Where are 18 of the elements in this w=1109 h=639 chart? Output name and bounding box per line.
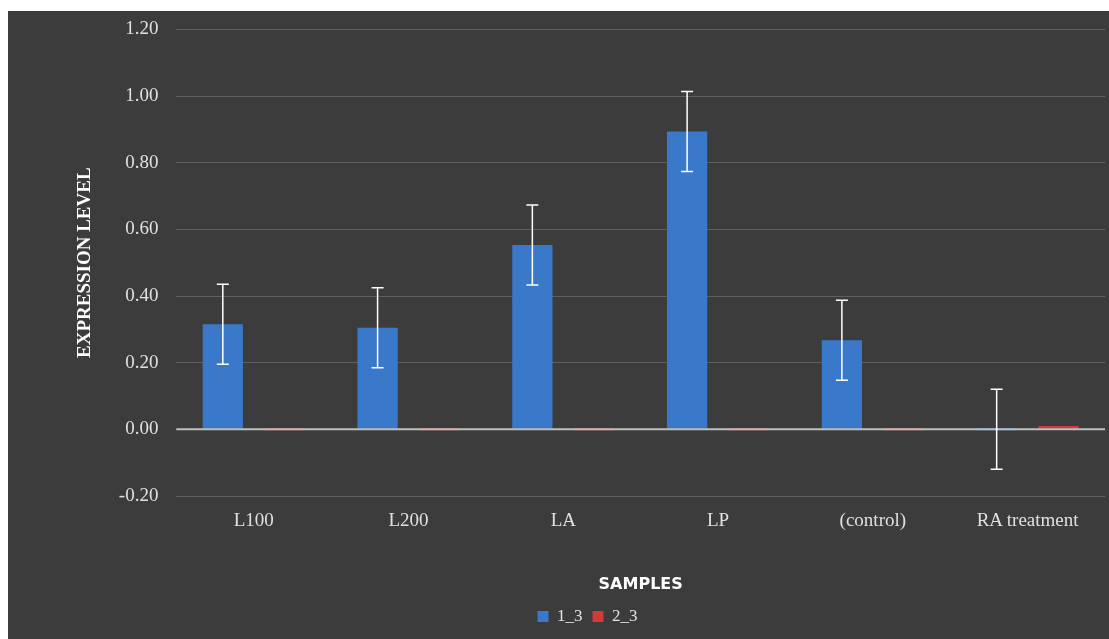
y-tick-label: 0.00 [125, 417, 159, 439]
y-tick-label: 0.80 [125, 150, 159, 172]
x-tick-label: L100 [233, 509, 274, 531]
x-tick-label: L200 [388, 509, 429, 531]
y-tick-label: 0.40 [125, 284, 159, 306]
y-tick-label: 1.20 [125, 17, 159, 39]
x-tick-label: RA treatment [976, 509, 1080, 531]
y-tick-label: 0.20 [125, 350, 159, 372]
y-axis-title: EXPRESSION LEVEL [73, 167, 95, 358]
x-tick-label: LP [706, 509, 730, 531]
x-axis-title: SAMPLES [598, 573, 683, 593]
y-tick-label: -0.20 [118, 483, 159, 505]
x-tick-label: LA [550, 509, 577, 531]
y-tick-label: 0.60 [125, 217, 159, 239]
legend-label: 1_3 [557, 605, 583, 625]
y-tick-label: 1.00 [125, 84, 159, 106]
x-tick-label: (control) [839, 509, 907, 532]
legend-label: 2_3 [612, 605, 638, 625]
